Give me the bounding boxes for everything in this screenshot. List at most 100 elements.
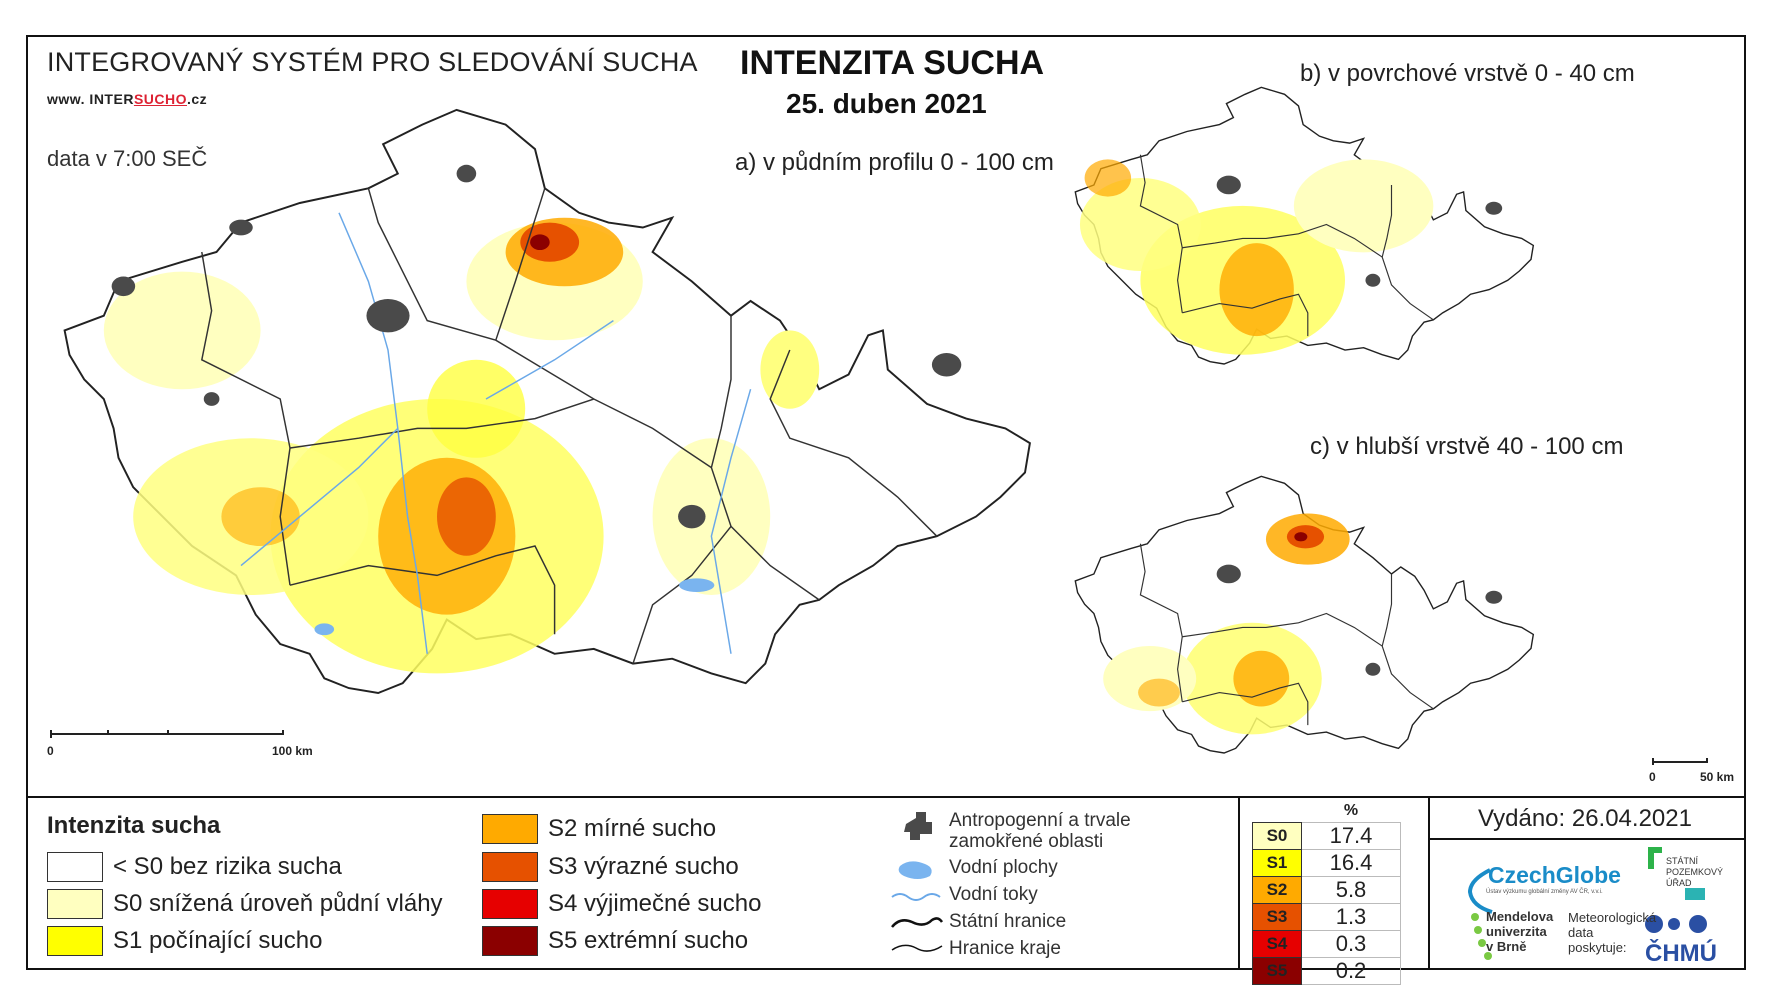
main-date: 25. duben 2021 — [786, 88, 987, 119]
data-time: data v 7:00 SEČ — [47, 146, 208, 171]
main-title: INTENZITA SUCHA — [740, 44, 1045, 82]
issued-date: Vydáno: 26.04.2021 — [1478, 805, 1692, 832]
water-area-icon — [898, 861, 932, 879]
spu-logo-mark — [1648, 847, 1705, 900]
website-link[interactable]: www. INTERSUCHO.cz — [47, 91, 207, 107]
swatch-s2 — [482, 814, 538, 844]
czechglobe-sub: Ústav výzkumu globální změny AV ČR, v.v.… — [1486, 889, 1603, 895]
map-b — [1074, 86, 1535, 365]
mendel-line-3: v Brně — [1486, 939, 1527, 954]
spu-logo-text: STÁTNÍ POZEMKOVÝ ÚŘAD — [1666, 856, 1723, 889]
legend-item-s5: S5 extrémní sucho — [482, 924, 748, 958]
map-a — [63, 108, 1031, 694]
percent-header: % — [1343, 802, 1359, 819]
swatch-s0 — [47, 889, 103, 919]
symbol-water-label: Vodní plochy — [949, 857, 1058, 878]
swatch-s5 — [482, 926, 538, 956]
drought-areas-a — [103, 217, 820, 674]
scale-small-end: 50 km — [1700, 770, 1735, 784]
legend-title: Intenzita sucha — [47, 812, 221, 839]
legend-label: S4 výjimečné sucho — [548, 890, 762, 917]
legend-label: S1 počínající sucho — [113, 927, 323, 954]
divider-left — [1238, 797, 1240, 970]
figure-frame — [26, 35, 1746, 970]
river-icon — [891, 893, 941, 901]
mendel-logo-text: Mendelova univerzita v Brně — [1486, 909, 1553, 954]
scale-bar-small — [1652, 758, 1708, 765]
divider-issued — [1428, 838, 1746, 840]
legend-item-s1: S1 počínající sucho — [47, 924, 322, 958]
percent-value: 16.4 — [1301, 849, 1401, 877]
scale-bar-a — [50, 730, 284, 738]
spu-line-3: ÚŘAD — [1666, 878, 1692, 888]
urban-icon — [904, 812, 932, 840]
divider-right — [1428, 797, 1430, 970]
legend-label: S0 snížená úroveň půdní vláhy — [113, 890, 443, 917]
percent-value: 0.2 — [1301, 957, 1401, 985]
scale-a-start: 0 — [47, 744, 54, 758]
mendel-line-1: Mendelova — [1486, 909, 1554, 924]
percent-code: S0 — [1252, 822, 1302, 850]
swatch-none — [47, 852, 103, 882]
spu-line-2: POZEMKOVÝ — [1666, 867, 1724, 877]
border-icon — [891, 917, 944, 928]
chmu-logo: ČHMÚ — [1645, 940, 1717, 967]
legend-item-s3: S3 výrazné sucho — [482, 850, 739, 884]
rivers-a — [240, 212, 752, 654]
symbol-rivers-label: Vodní toky — [949, 884, 1038, 905]
percent-row-s2: S2 5.8 — [1252, 876, 1401, 904]
legend-label: < S0 bez rizika sucha — [113, 853, 342, 880]
symbol-urban-label: Antropogenní a trvale zamokřené oblasti — [949, 810, 1131, 852]
legend-label: S5 extrémní sucho — [548, 927, 749, 954]
url-prefix: www. INTER — [47, 91, 134, 107]
percent-table: % S0 17.4 S1 16.4 S2 5.8 S3 1.3 S4 0.3 S… — [1252, 800, 1401, 985]
czechglobe-logo: CzechGlobe — [1488, 862, 1621, 888]
urban-areas-a — [111, 164, 962, 529]
percent-row-s5: S5 0.2 — [1252, 957, 1401, 985]
symbol-region-label: Hranice kraje — [949, 938, 1061, 959]
system-title: INTEGROVANÝ SYSTÉM PRO SLEDOVÁNÍ SUCHA — [47, 47, 698, 77]
symbol-border-label: Státní hranice — [949, 911, 1067, 932]
map-b-title: b) v povrchové vrstvě 0 - 40 cm — [1300, 60, 1635, 87]
percent-code: S4 — [1252, 930, 1302, 958]
spu-line-1: STÁTNÍ — [1666, 856, 1699, 866]
percent-header-row: % — [1253, 800, 1401, 823]
percent-value: 5.8 — [1301, 876, 1401, 904]
percent-row-s3: S3 1.3 — [1252, 903, 1401, 931]
scale-small-start: 0 — [1649, 770, 1656, 784]
water-areas-a — [314, 578, 715, 636]
meteo-line-3: poskytuje: — [1568, 940, 1627, 955]
legend-item-s4: S4 výjimečné sucho — [482, 887, 761, 921]
swatch-s4 — [482, 889, 538, 919]
chmu-logo-mark — [1645, 915, 1707, 933]
legend-separator — [26, 796, 1746, 798]
scale-a-end: 100 km — [272, 744, 313, 758]
map-c — [1074, 475, 1535, 754]
region-borders-a — [200, 188, 938, 664]
czechglobe-logo-mark — [1467, 868, 1493, 914]
legend-label: S3 výrazné sucho — [548, 853, 739, 880]
map-c-title: c) v hlubší vrstvě 40 - 100 cm — [1310, 433, 1624, 460]
legend-item-none: < S0 bez rizika sucha — [47, 850, 342, 884]
swatch-s3 — [482, 852, 538, 882]
percent-value: 1.3 — [1301, 903, 1401, 931]
mendel-line-2: univerzita — [1486, 924, 1547, 939]
legend-item-s2: S2 mírné sucho — [482, 812, 716, 846]
meteo-credit-text: Meteorologická data poskytuje: — [1568, 910, 1656, 955]
percent-code: S2 — [1252, 876, 1302, 904]
url-suffix: .cz — [187, 91, 208, 107]
percent-code: S3 — [1252, 903, 1302, 931]
legend-label: S2 mírné sucho — [548, 815, 717, 842]
mendel-logo-mark — [1471, 913, 1492, 960]
meteo-line-1: Meteorologická — [1568, 910, 1657, 925]
meteo-line-2: data — [1568, 925, 1594, 940]
url-accent: SUCHO — [133, 91, 187, 107]
swatch-s1 — [47, 926, 103, 956]
legend-item-s0: S0 snížená úroveň půdní vláhy — [47, 887, 443, 921]
region-border-icon — [891, 944, 943, 952]
percent-row-s0: S0 17.4 — [1252, 822, 1401, 850]
map-a-title: a) v půdním profilu 0 - 100 cm — [735, 149, 1054, 176]
